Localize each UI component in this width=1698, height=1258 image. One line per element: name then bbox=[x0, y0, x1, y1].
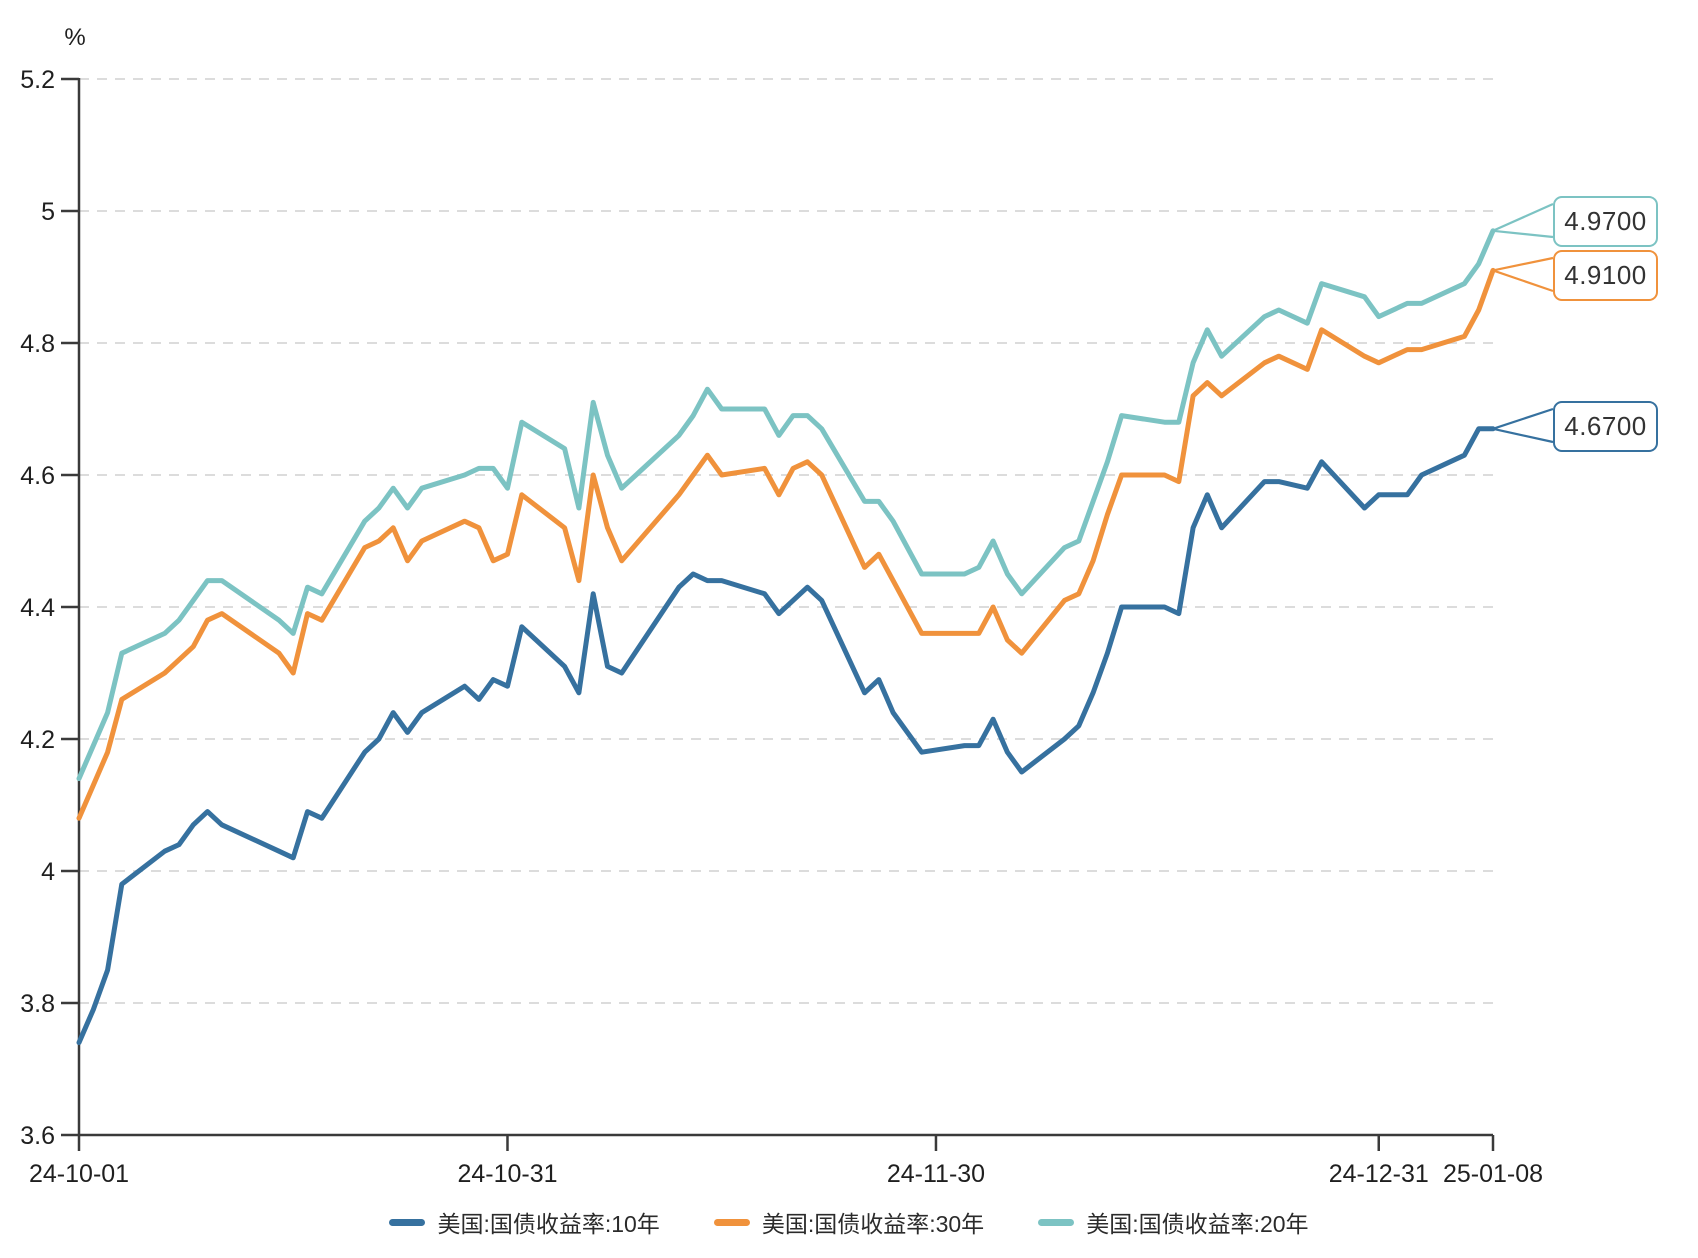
y-tick-label-3.6: 3.6 bbox=[20, 1122, 55, 1150]
yield-line-chart[interactable]: % 5.2 5 4.8 4.6 4.4 4.2 4 3.8 3.6 24-10-01 24-10-31… bbox=[0, 0, 1698, 1190]
y-tick-label-4.8: 4.8 bbox=[20, 330, 55, 358]
y-tick-label-4: 4 bbox=[41, 858, 55, 886]
x-tick-label-25-01-08: 25-01-08 bbox=[1443, 1160, 1543, 1188]
y-axis-unit-label: % bbox=[64, 24, 85, 51]
callout-leader bbox=[1492, 427, 1554, 444]
y-tick-label-5.2: 5.2 bbox=[20, 66, 55, 94]
legend-item-20y[interactable]: 美国:国债收益率:20年 bbox=[1038, 1205, 1309, 1239]
legend-label-20y: 美国:国债收益率:20年 bbox=[1086, 1211, 1309, 1237]
legend-label-30y: 美国:国债收益率:30年 bbox=[761, 1211, 985, 1237]
legend-label-10y: 美国:国债收益率:10年 bbox=[437, 1211, 660, 1237]
y-tick-label-4.4: 4.4 bbox=[20, 594, 55, 622]
y-tick-label-5: 5 bbox=[41, 198, 55, 226]
x-tick-label-24-12-31: 24-12-31 bbox=[1329, 1160, 1429, 1188]
legend-swatch-30y-icon bbox=[713, 1218, 750, 1226]
legend-item-10y[interactable]: 美国:国债收益率:10年 bbox=[389, 1205, 660, 1239]
callout-leader bbox=[1492, 229, 1554, 239]
legend-swatch-10y-icon bbox=[389, 1218, 426, 1226]
callout-leader bbox=[1492, 407, 1554, 430]
chart-canvas[interactable]: % 5.2 5 4.8 4.6 4.4 4.2 4 3.8 3.6 24-10-01 24-10-31… bbox=[0, 0, 1698, 1190]
line-20y[interactable] bbox=[76, 228, 1496, 782]
line-10y[interactable] bbox=[76, 426, 1496, 1046]
y-tick-label-4.2: 4.2 bbox=[20, 726, 55, 754]
x-tick-label-24-11-30: 24-11-30 bbox=[887, 1160, 985, 1188]
x-tick-label-24-10-31: 24-10-31 bbox=[457, 1160, 557, 1188]
end-value-label-10y: 4.6700 bbox=[1553, 401, 1658, 452]
callout-leader bbox=[1492, 269, 1554, 293]
legend-item-30y[interactable]: 美国:国债收益率:30年 bbox=[713, 1205, 985, 1239]
x-tick-label-24-10-01: 24-10-01 bbox=[29, 1160, 129, 1188]
end-value-label-20y: 4.9700 bbox=[1553, 196, 1658, 247]
end-value-label-30y: 4.9100 bbox=[1553, 250, 1658, 301]
line-30y[interactable] bbox=[76, 267, 1496, 821]
callout-leader bbox=[1492, 256, 1554, 272]
callout-leader bbox=[1492, 202, 1554, 232]
y-tick-label-3.8: 3.8 bbox=[20, 990, 55, 1018]
chart-legend: 美国:国债收益率:10年 美国:国债收益率:30年 美国:国债收益率:20年 bbox=[0, 1192, 1698, 1252]
y-tick-label-4.6: 4.6 bbox=[20, 462, 55, 490]
legend-swatch-20y-icon bbox=[1038, 1218, 1075, 1226]
